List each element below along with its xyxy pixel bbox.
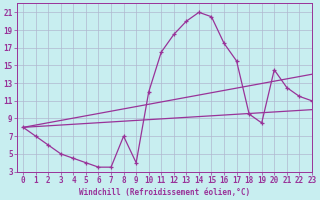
X-axis label: Windchill (Refroidissement éolien,°C): Windchill (Refroidissement éolien,°C): [79, 188, 250, 197]
